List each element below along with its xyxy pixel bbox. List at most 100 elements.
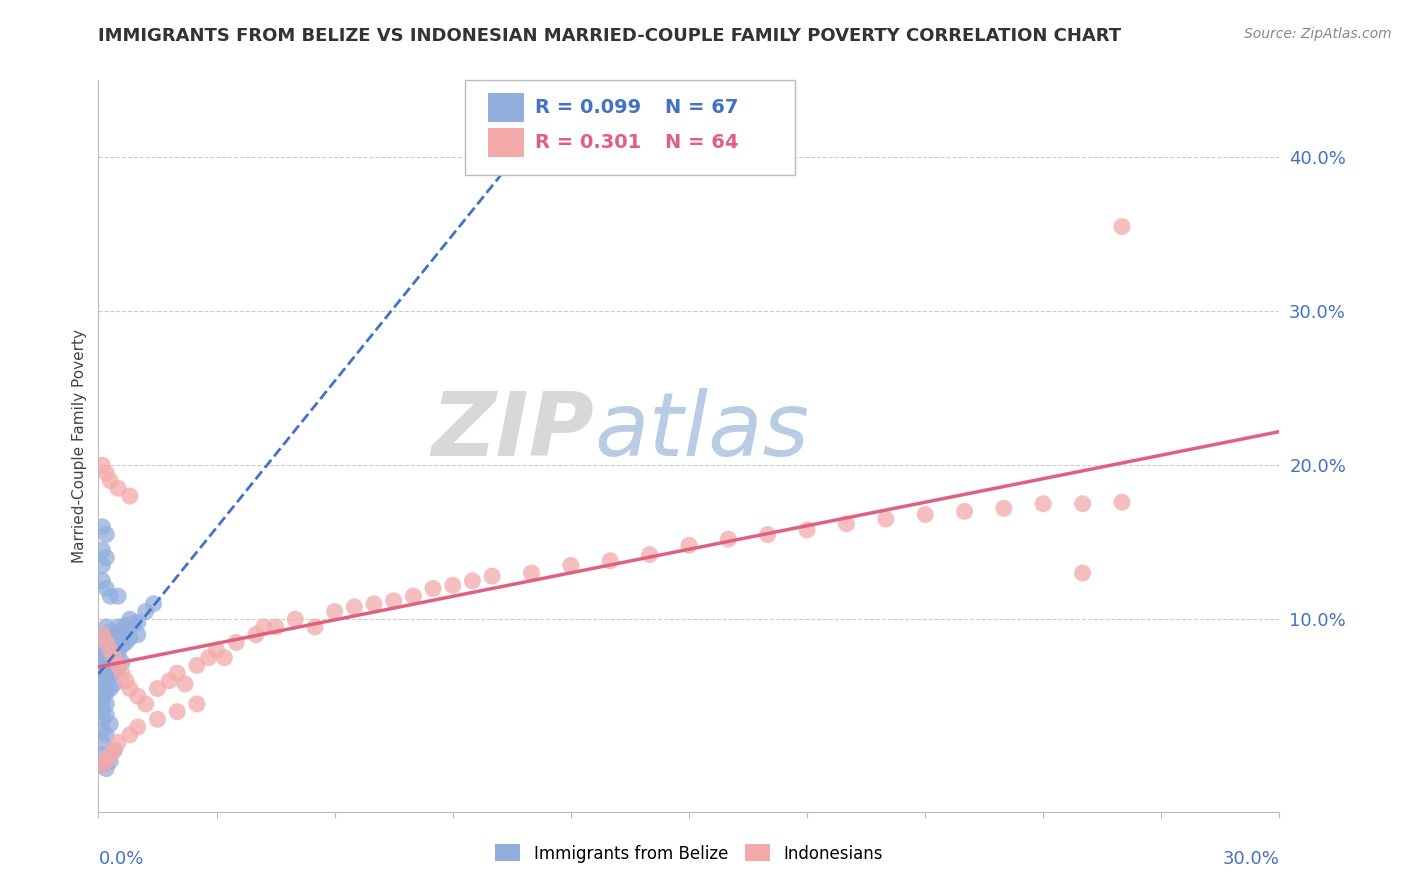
- Text: N = 64: N = 64: [665, 133, 738, 152]
- Point: [186, 697, 208, 711]
- Point: [599, 554, 621, 568]
- Point: [91, 735, 114, 749]
- FancyBboxPatch shape: [488, 128, 523, 157]
- Point: [875, 512, 897, 526]
- Point: [225, 635, 247, 649]
- Point: [993, 501, 1015, 516]
- Point: [756, 527, 779, 541]
- Point: [382, 593, 405, 607]
- Point: [91, 758, 114, 772]
- Point: [96, 658, 118, 673]
- Point: [98, 754, 121, 768]
- Point: [96, 754, 118, 768]
- Point: [146, 681, 169, 696]
- Point: [115, 635, 138, 649]
- Point: [91, 458, 114, 473]
- Point: [98, 669, 121, 683]
- Point: [103, 650, 125, 665]
- Point: [107, 661, 129, 675]
- Point: [323, 605, 346, 619]
- Point: [115, 673, 138, 688]
- Point: [520, 566, 543, 580]
- Point: [98, 643, 121, 657]
- Point: [166, 666, 188, 681]
- Point: [118, 612, 141, 626]
- Point: [107, 658, 129, 673]
- Point: [205, 643, 228, 657]
- Point: [96, 582, 118, 596]
- Point: [107, 646, 129, 660]
- Y-axis label: Married-Couple Family Poverty: Married-Couple Family Poverty: [72, 329, 87, 563]
- Point: [422, 582, 444, 596]
- Point: [91, 574, 114, 588]
- Point: [835, 516, 858, 531]
- Point: [98, 646, 121, 660]
- Point: [481, 569, 503, 583]
- Point: [1111, 495, 1133, 509]
- Point: [107, 632, 129, 647]
- Point: [96, 620, 118, 634]
- Point: [91, 697, 114, 711]
- Point: [96, 666, 118, 681]
- Point: [107, 620, 129, 634]
- Point: [98, 624, 121, 639]
- Point: [560, 558, 582, 573]
- Point: [1032, 497, 1054, 511]
- FancyBboxPatch shape: [464, 80, 796, 176]
- Point: [103, 743, 125, 757]
- Point: [461, 574, 484, 588]
- Text: 30.0%: 30.0%: [1223, 850, 1279, 868]
- Point: [284, 612, 307, 626]
- Point: [96, 635, 118, 649]
- Point: [103, 650, 125, 665]
- Point: [96, 527, 118, 541]
- Point: [91, 627, 114, 641]
- Text: IMMIGRANTS FROM BELIZE VS INDONESIAN MARRIED-COUPLE FAMILY POVERTY CORRELATION C: IMMIGRANTS FROM BELIZE VS INDONESIAN MAR…: [98, 27, 1122, 45]
- Point: [98, 474, 121, 488]
- Point: [245, 627, 267, 641]
- Point: [91, 723, 114, 738]
- Point: [253, 620, 276, 634]
- Point: [91, 658, 114, 673]
- Point: [91, 747, 114, 762]
- Point: [197, 650, 219, 665]
- Point: [717, 532, 740, 546]
- Point: [96, 640, 118, 654]
- Point: [402, 589, 425, 603]
- Text: atlas: atlas: [595, 388, 810, 475]
- Point: [98, 747, 121, 762]
- Point: [363, 597, 385, 611]
- Point: [98, 589, 121, 603]
- Point: [96, 728, 118, 742]
- Text: R = 0.301: R = 0.301: [536, 133, 641, 152]
- Point: [91, 558, 114, 573]
- Point: [91, 758, 114, 772]
- Point: [96, 631, 118, 645]
- Text: 0.0%: 0.0%: [98, 850, 143, 868]
- Point: [91, 520, 114, 534]
- Point: [96, 466, 118, 480]
- Point: [111, 623, 134, 637]
- Point: [118, 489, 141, 503]
- Point: [157, 673, 180, 688]
- Point: [118, 728, 141, 742]
- Point: [103, 743, 125, 757]
- Point: [174, 677, 197, 691]
- Point: [107, 481, 129, 495]
- Point: [96, 762, 118, 776]
- Point: [98, 633, 121, 648]
- Point: [107, 589, 129, 603]
- Point: [796, 523, 818, 537]
- Point: [1071, 497, 1094, 511]
- Point: [441, 578, 464, 592]
- Point: [638, 548, 661, 562]
- Point: [91, 690, 114, 704]
- Point: [103, 677, 125, 691]
- Point: [953, 504, 976, 518]
- Point: [91, 712, 114, 726]
- Point: [107, 735, 129, 749]
- Point: [166, 705, 188, 719]
- Text: Source: ZipAtlas.com: Source: ZipAtlas.com: [1244, 27, 1392, 41]
- Point: [127, 627, 149, 641]
- Point: [135, 697, 157, 711]
